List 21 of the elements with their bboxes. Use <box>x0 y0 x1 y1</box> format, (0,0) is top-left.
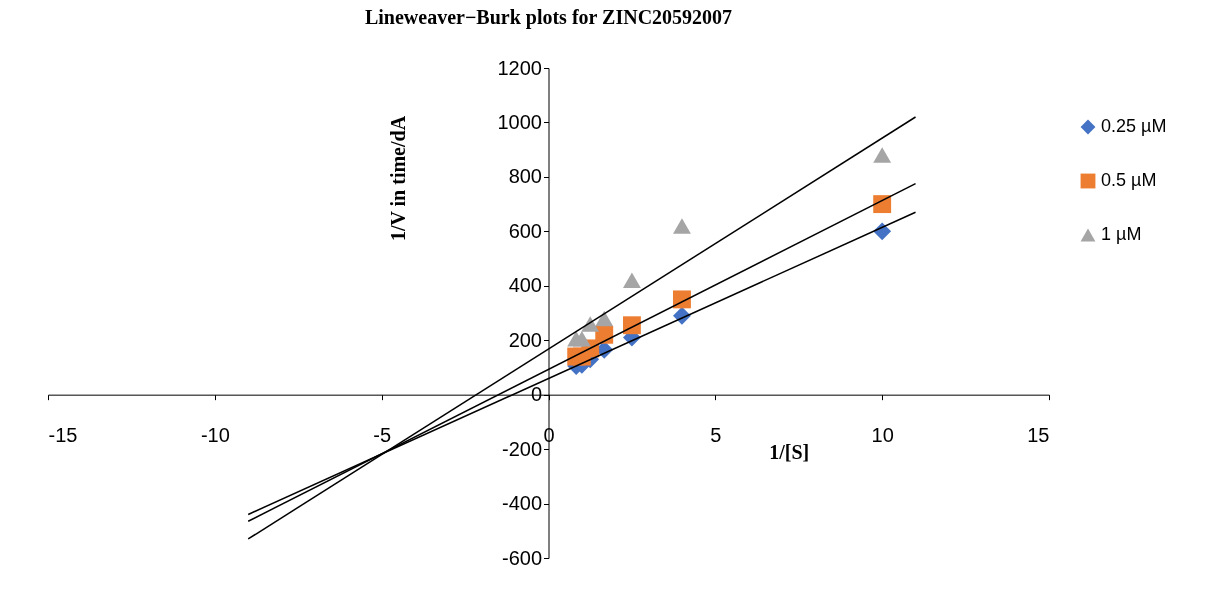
y-tick-label: 200 <box>508 328 542 351</box>
legend-label: 0.5 µM <box>1101 170 1157 190</box>
x-tick-label: -5 <box>373 424 392 447</box>
legend-label: 0.25 µM <box>1101 116 1167 136</box>
y-tick-label: 800 <box>508 165 542 188</box>
y-tick-label: -400 <box>501 492 542 515</box>
y-tick-label: 1200 <box>497 56 542 79</box>
y-tick-label: -200 <box>501 437 542 460</box>
x-tick-label: 10 <box>871 424 894 447</box>
x-tick-label: -10 <box>200 424 230 447</box>
chart-title: Lineweaver−Burk plots for ZINC20592007 <box>364 6 733 29</box>
y-axis-title: 1/V in time/dA <box>387 115 409 242</box>
x-tick-label: 15 <box>1027 424 1050 447</box>
y-tick-label: 1000 <box>497 110 542 133</box>
y-tick-label: -600 <box>501 546 542 569</box>
y-tick-label: 600 <box>508 219 542 242</box>
legend-label: 1 µM <box>1101 224 1142 244</box>
x-tick-label: -15 <box>48 424 78 447</box>
x-tick-label: 5 <box>710 424 722 447</box>
y-tick-label: 400 <box>508 274 542 297</box>
x-axis-title: 1/[S] <box>769 441 810 464</box>
